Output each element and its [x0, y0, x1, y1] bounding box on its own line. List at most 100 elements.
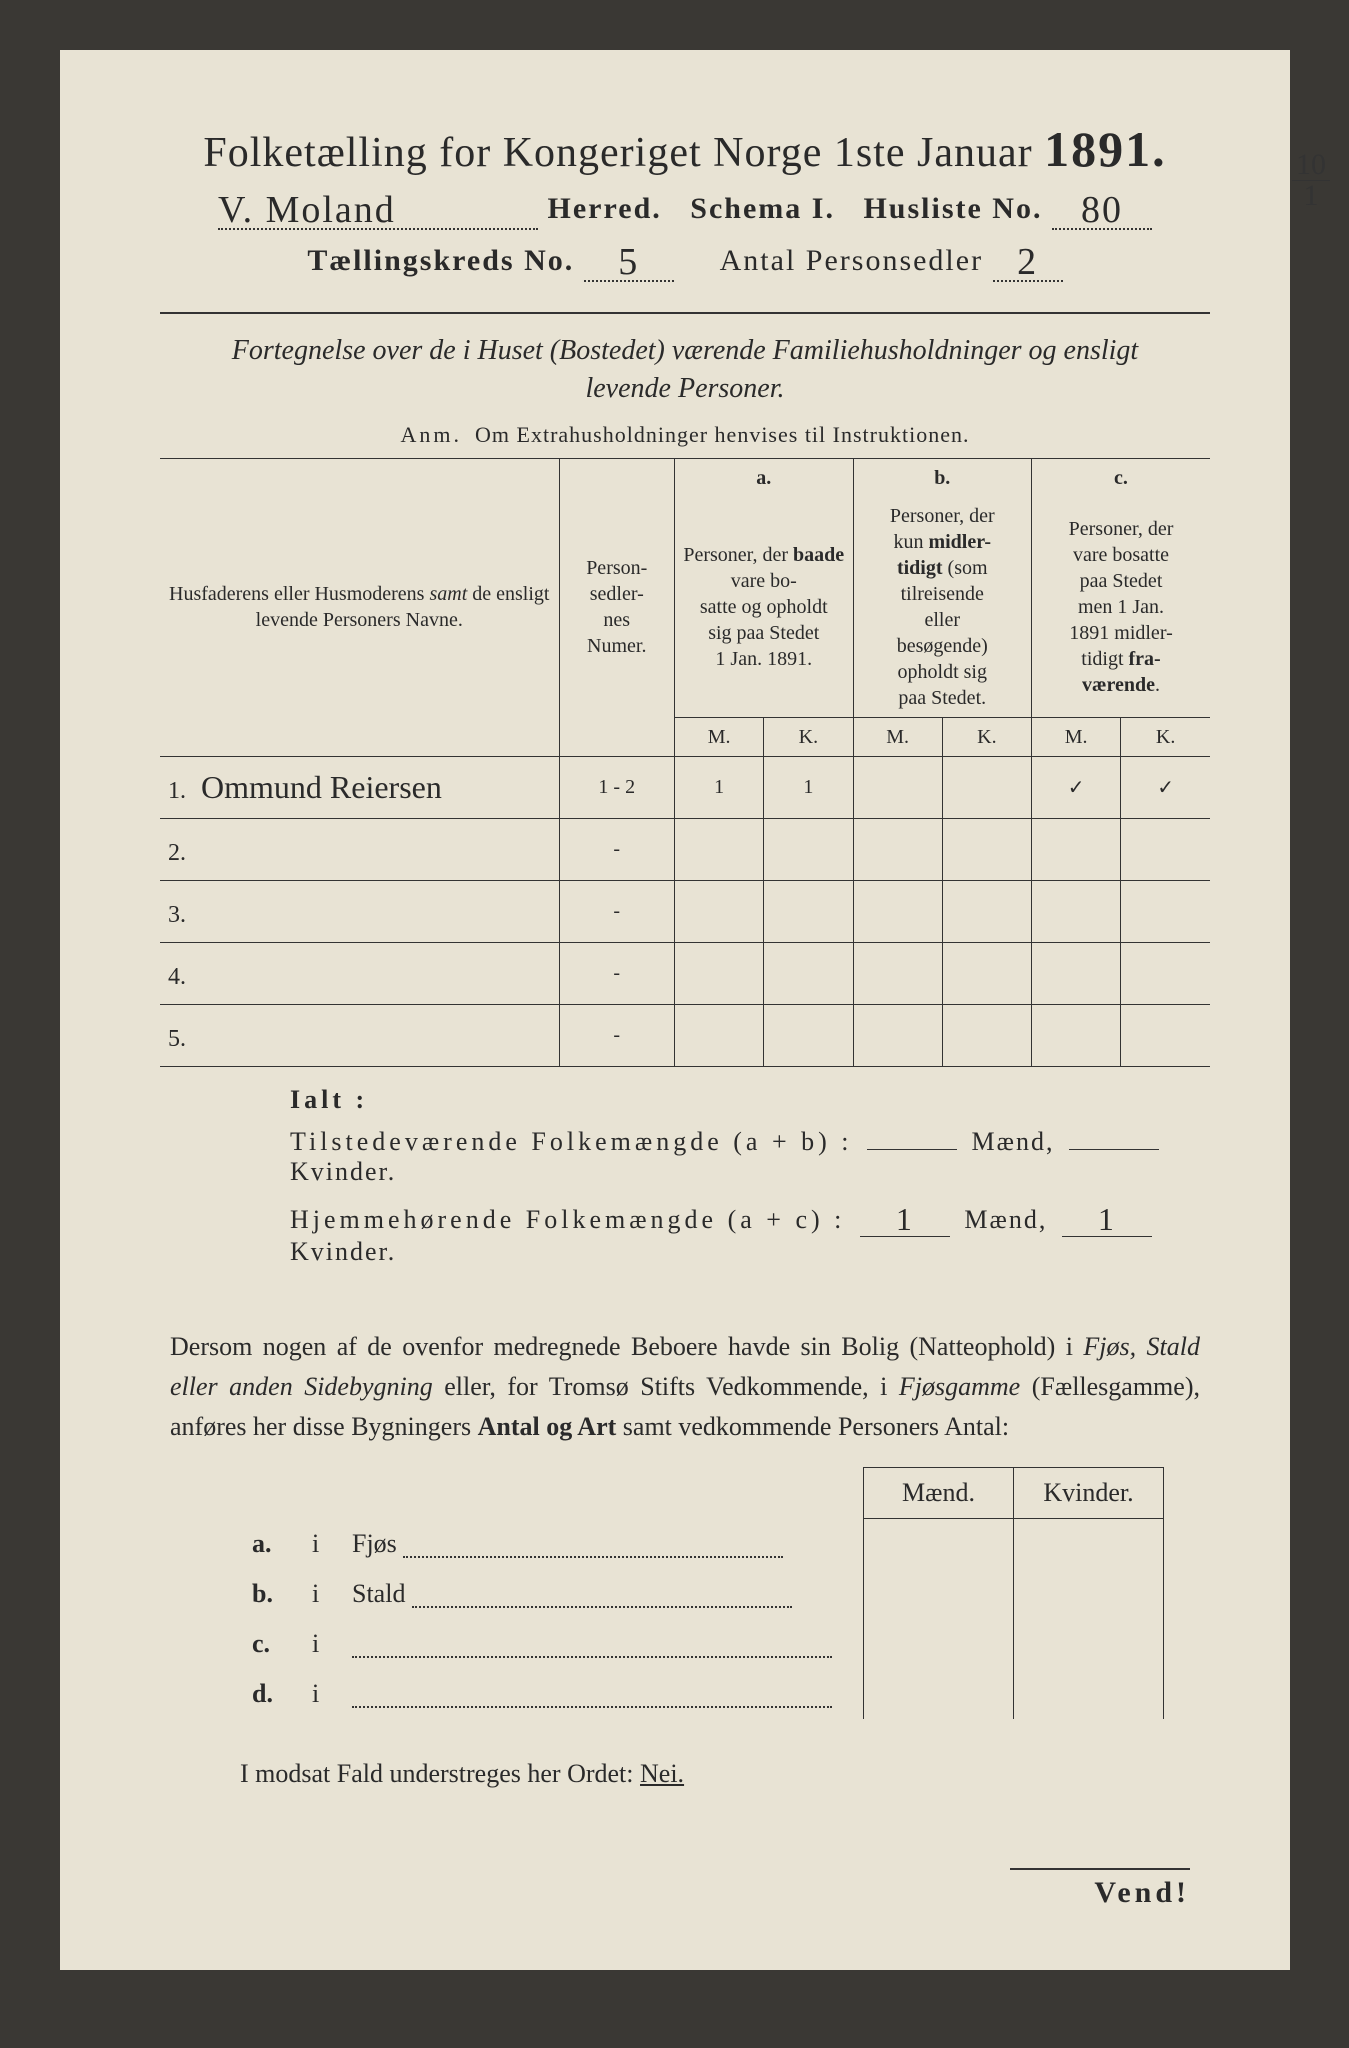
- row-cK: [1121, 880, 1210, 942]
- row-cM: [1032, 880, 1121, 942]
- row-cM: [1032, 1004, 1121, 1066]
- side-hdr-m: Mænd.: [864, 1468, 1014, 1519]
- side-k: [1014, 1669, 1164, 1719]
- hdr-b: b.: [853, 458, 1032, 497]
- row-aM: 1: [675, 756, 764, 818]
- row-name: 4.: [160, 942, 559, 1004]
- side-building-paragraph: Dersom nogen af de ovenfor medregnede Be…: [170, 1327, 1200, 1448]
- kreds-line: Tællingskreds No. 5 Antal Personsedler 2: [160, 236, 1210, 282]
- side-building-table: Mænd. Kvinder. a.iFjøs b.iStald c.i d.i: [240, 1467, 1164, 1719]
- margin-bottom: 1: [1292, 181, 1330, 211]
- side-m: [864, 1519, 1014, 1569]
- anm-text: Om Extrahusholdninger henvises til Instr…: [475, 422, 969, 447]
- table-row: 4. -: [160, 942, 1210, 1004]
- side-i: i: [300, 1519, 340, 1569]
- herred-value: V. Moland: [218, 189, 396, 231]
- row-cK: ✓: [1121, 756, 1210, 818]
- hdr-a-m: M.: [675, 717, 764, 756]
- total-row-resident: Hjemmehørende Folkemængde (a + c) : 1 Mæ…: [290, 1199, 1210, 1267]
- hdr-c-text: Personer, dervare bosattepaa Stedetmen 1…: [1032, 497, 1211, 718]
- row-cK: [1121, 818, 1210, 880]
- hdr-b-m: M.: [853, 717, 942, 756]
- household-table: Husfaderens eller Husmoderens samt de en…: [160, 458, 1210, 1067]
- side-hdr-k: Kvinder.: [1014, 1468, 1164, 1519]
- margin-fraction: 10 1: [1292, 150, 1330, 211]
- kreds-value: 5: [618, 241, 639, 283]
- side-row: c.i: [240, 1619, 1164, 1669]
- side-row: a.iFjøs: [240, 1519, 1164, 1569]
- row-aM: [675, 1004, 764, 1066]
- anm-line: Anm. Om Extrahusholdninger henvises til …: [160, 422, 1210, 448]
- side-name: Stald: [340, 1569, 864, 1619]
- row-aK: [764, 942, 853, 1004]
- subtitle: Fortegnelse over de i Huset (Bostedet) v…: [200, 332, 1170, 408]
- hdr-b-text: Personer, derkun midler-tidigt (somtilre…: [853, 497, 1032, 718]
- nei-word: Nei.: [640, 1759, 684, 1788]
- hdr-a: a.: [675, 458, 854, 497]
- main-title: Folketælling for Kongeriget Norge 1ste J…: [160, 120, 1210, 178]
- row-cK: [1121, 1004, 1210, 1066]
- side-k: [1014, 1569, 1164, 1619]
- side-lbl: c.: [240, 1619, 300, 1669]
- table-row: 3. -: [160, 880, 1210, 942]
- kvinder-2: Kvinder.: [290, 1237, 396, 1266]
- side-lbl: d.: [240, 1669, 300, 1719]
- margin-top: 10: [1292, 150, 1330, 181]
- table-row: 1. Ommund Reiersen1 - 211✓✓: [160, 756, 1210, 818]
- table-body: 1. Ommund Reiersen1 - 211✓✓2. -3. -4. -5…: [160, 756, 1210, 1066]
- row-num: -: [559, 818, 675, 880]
- row-num: -: [559, 942, 675, 1004]
- row-aK: [764, 880, 853, 942]
- hdr-c-k: K.: [1121, 717, 1210, 756]
- total-row-present: Tilstedeværende Folkemængde (a + b) : Mæ…: [290, 1127, 1210, 1187]
- title-text: Folketælling for Kongeriget Norge 1ste J…: [203, 130, 1044, 176]
- anm-label: Anm.: [401, 422, 463, 447]
- side-i: i: [300, 1569, 340, 1619]
- row-name: 2.: [160, 818, 559, 880]
- census-form: 10 1 Folketælling for Kongeriget Norge 1…: [60, 50, 1290, 1970]
- side-name: [340, 1669, 864, 1719]
- side-row: b.iStald: [240, 1569, 1164, 1619]
- row-aK: [764, 818, 853, 880]
- vend-label: Vend!: [1010, 1868, 1190, 1910]
- side-m: [864, 1569, 1014, 1619]
- table-row: 2. -: [160, 818, 1210, 880]
- side-i: i: [300, 1619, 340, 1669]
- husliste-label: Husliste No.: [863, 192, 1042, 225]
- tilst-label: Tilstedeværende Folkemængde (a + b) :: [290, 1127, 853, 1156]
- row-aK: [764, 1004, 853, 1066]
- row-bM: [853, 942, 942, 1004]
- side-name: Fjøs: [340, 1519, 864, 1569]
- row-bM: [853, 818, 942, 880]
- row-bK: [942, 880, 1031, 942]
- totals-block: Ialt : Tilstedeværende Folkemængde (a + …: [290, 1085, 1210, 1267]
- row-aM: [675, 880, 764, 942]
- side-lbl: a.: [240, 1519, 300, 1569]
- antal-label: Antal Personsedler: [720, 244, 983, 277]
- row-aM: [675, 818, 764, 880]
- row-bK: [942, 1004, 1031, 1066]
- maend-1: Mænd,: [972, 1127, 1055, 1156]
- side-k: [1014, 1619, 1164, 1669]
- nei-pre: I modsat Fald understreges her Ordet:: [240, 1759, 640, 1788]
- side-lbl: b.: [240, 1569, 300, 1619]
- row-bK: [942, 942, 1031, 1004]
- side-m: [864, 1669, 1014, 1719]
- hdr-c-m: M.: [1032, 717, 1121, 756]
- side-row: d.i: [240, 1669, 1164, 1719]
- row-num: -: [559, 1004, 675, 1066]
- herred-label: Herred.: [548, 192, 662, 225]
- hdr-a-k: K.: [764, 717, 853, 756]
- hdr-b-k: K.: [942, 717, 1031, 756]
- hdr-name: Husfaderens eller Husmoderens samt de en…: [160, 458, 559, 756]
- side-m: [864, 1619, 1014, 1669]
- row-aK: 1: [764, 756, 853, 818]
- r2-m: 1: [896, 1201, 914, 1237]
- divider: [160, 312, 1210, 314]
- row-bK: [942, 818, 1031, 880]
- row-cK: [1121, 942, 1210, 1004]
- row-cM: ✓: [1032, 756, 1121, 818]
- row-bM: [853, 756, 942, 818]
- row-num: 1 - 2: [559, 756, 675, 818]
- row-name: 5.: [160, 1004, 559, 1066]
